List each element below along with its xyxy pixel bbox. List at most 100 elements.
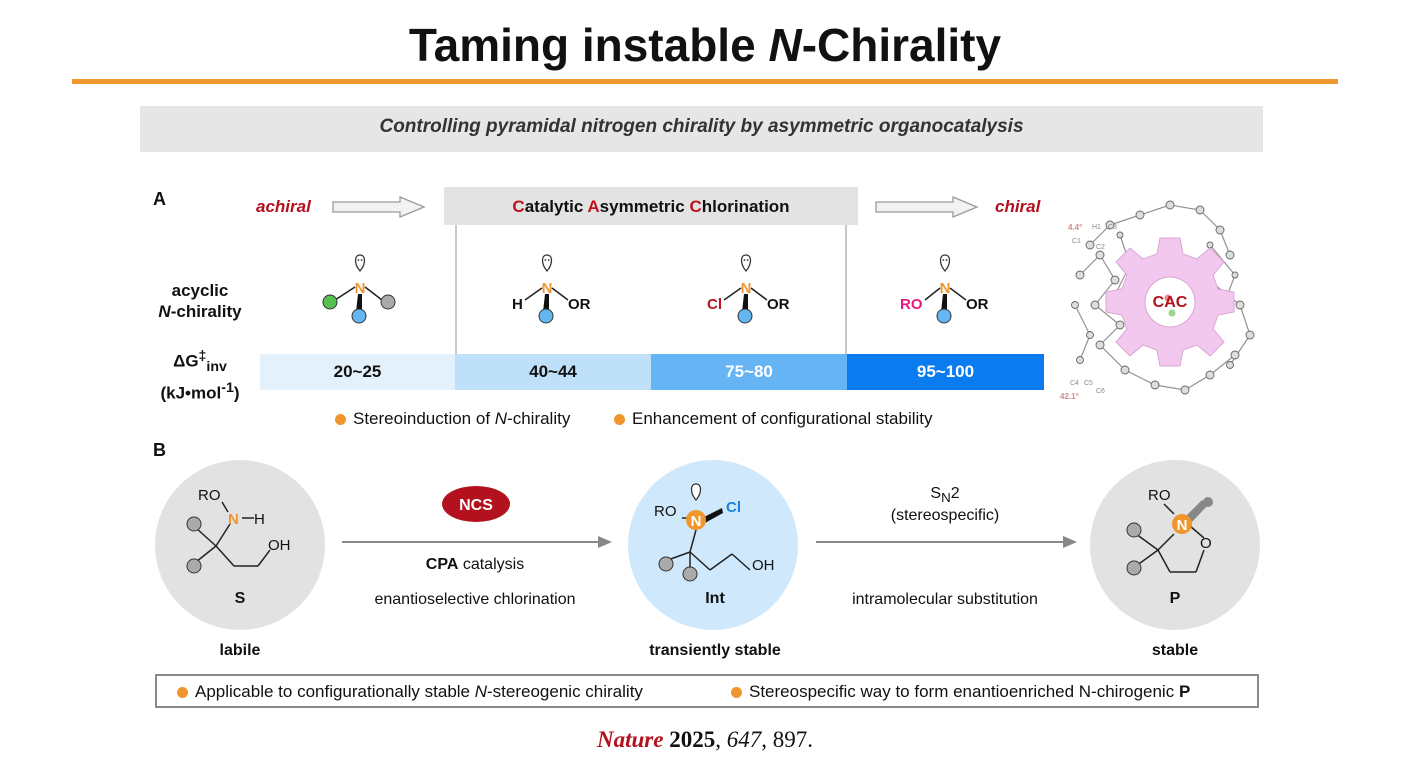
cac-word-1: atalytic [524, 197, 588, 216]
atom-h1: H1 [1092, 224, 1101, 231]
atom-c3: C3 [1108, 224, 1117, 231]
atom-c1: C1 [1072, 238, 1081, 245]
acyclic-line-1: acyclic [171, 281, 229, 300]
panel-a-bullet-2: Enhancement of configurational stability [614, 409, 933, 429]
footer-b2-bold: P [1178, 682, 1191, 701]
cac-word-3: hlorination [701, 197, 790, 216]
footer-bullet-1: Applicable to configurationally stable N… [177, 682, 643, 702]
s-label: S [234, 590, 246, 607]
subtitle-band [140, 106, 1263, 152]
cpa-rest: catalysis [458, 556, 525, 573]
bullet-1-text: Stereoinduction of N-chirality [353, 409, 570, 429]
bracket-left [455, 225, 457, 355]
dg-unit: (kJ•mol [160, 383, 222, 403]
dg-line-1: ΔG‡inv [140, 346, 260, 378]
ncs-text: NCS [459, 497, 493, 514]
sn2-s: S [930, 485, 942, 502]
energy-bar-2: 40~44 [455, 354, 651, 390]
panel-b-scheme: NCS RO N H OH N RO Cl OH [155, 460, 1260, 630]
p-o: O [1200, 535, 1212, 552]
m2-right: OR [568, 296, 591, 313]
int-cl: Cl [726, 499, 741, 516]
bullet-1-post: -chirality [507, 409, 571, 428]
bullet-dot-icon [335, 413, 346, 425]
p-caption: stable [1151, 642, 1199, 659]
bullet-dot-icon [177, 686, 188, 698]
footer-b1-post: -stereogenic chirality [487, 682, 643, 701]
subtitle: Controlling pyramidal nitrogen chirality… [379, 116, 1024, 137]
molecule-ro-or: N RO OR [900, 254, 989, 324]
int-circle [628, 460, 798, 630]
atom-c6: C6 [1096, 388, 1105, 395]
footer-bullet-2-text: Stereospecific way to form enantioenrich… [749, 682, 1190, 702]
dg-sup: ‡ [198, 348, 207, 364]
dg-symbol: ΔG [173, 351, 199, 371]
atom-c4: C4 [1070, 380, 1079, 387]
footer-bullet-2: Stereospecific way to form enantioenrich… [731, 682, 1190, 702]
page-title: Taming instable N-Chirality [0, 18, 1410, 72]
m4-n: N [940, 280, 951, 297]
s-ro: RO [198, 487, 221, 504]
ncs-pill [442, 486, 510, 522]
title-underline [72, 79, 1338, 84]
energy-bar-3-value: 75~80 [725, 362, 773, 381]
arrow-chiral-icon [875, 196, 979, 218]
footer-bullet-1-text: Applicable to configurationally stable N… [195, 682, 643, 702]
panel-a-molecules: N N H OR N Cl OR N RO OR [322, 254, 989, 324]
energy-bar-4: 95~100 [847, 354, 1044, 390]
energy-bar-4-value: 95~100 [916, 362, 975, 381]
int-ro: RO [654, 503, 677, 520]
acyclic-n: N [158, 302, 171, 321]
p-label: P [1169, 590, 1181, 607]
s-caption: labile [219, 642, 261, 659]
footer-b1-pre: Applicable to configurationally stable [195, 682, 475, 701]
acyclic-line-2: N-chirality [140, 301, 260, 322]
int-oh: OH [752, 557, 775, 574]
cpa-bold: CPA [425, 556, 459, 573]
sn2-2: 2 [950, 485, 960, 502]
m3-left: Cl [707, 296, 722, 313]
p-circle [1090, 460, 1260, 630]
citation-year: 2025 [669, 727, 716, 752]
panel-b-label: B [153, 440, 166, 460]
p-ro: RO [1148, 487, 1171, 504]
cac-title: Catalytic Asymmetric Chlorination [444, 197, 858, 217]
acyclic-rest: -chirality [170, 302, 242, 321]
footer-b1-it: N [474, 682, 488, 701]
citation-journal: Nature [597, 727, 664, 752]
title-rest: -Chirality [801, 19, 1002, 71]
title-main: Taming instable [408, 19, 769, 71]
energy-bar-3: 75~80 [651, 354, 847, 390]
bracket-right [845, 225, 847, 355]
step1-text: enantioselective chlorination [374, 591, 576, 608]
molecule-cl-or: N Cl OR [707, 254, 790, 324]
s-circle [155, 460, 325, 630]
atom-c5: C5 [1084, 380, 1093, 387]
cac-band [444, 187, 858, 225]
p-n: N [1177, 517, 1188, 534]
sn2-label: SN2 [820, 485, 1070, 505]
s-h: H [254, 511, 265, 528]
citation-page: , 897. [761, 727, 813, 752]
m2-n: N [542, 280, 553, 297]
m3-n: N [741, 280, 752, 297]
title-italic: N [768, 19, 802, 71]
angle-bottom: 42.1° [1060, 392, 1079, 401]
sn2-sub: N [941, 490, 951, 506]
molecule-achiral: N [322, 254, 396, 324]
m3-right: OR [767, 296, 790, 313]
chiral-label: chiral [995, 197, 1041, 216]
arrow-achiral-icon [332, 196, 426, 218]
acyclic-label: acyclic N-chirality [140, 280, 260, 322]
panel-a-label: A [153, 189, 166, 209]
molecule-h-or: N H OR [512, 254, 591, 324]
dg-line-2: (kJ•mol-1) [140, 378, 260, 404]
m4-right: OR [966, 296, 989, 313]
bullet-dot-icon [614, 413, 625, 425]
m2-left: H [512, 296, 523, 313]
bullet-dot-icon [731, 686, 742, 698]
m4-left: RO [900, 296, 923, 313]
step2-text: intramolecular substitution [852, 591, 1038, 608]
cac-word-2: symmetric [599, 197, 690, 216]
cac-center-label: CAC [1153, 294, 1188, 311]
